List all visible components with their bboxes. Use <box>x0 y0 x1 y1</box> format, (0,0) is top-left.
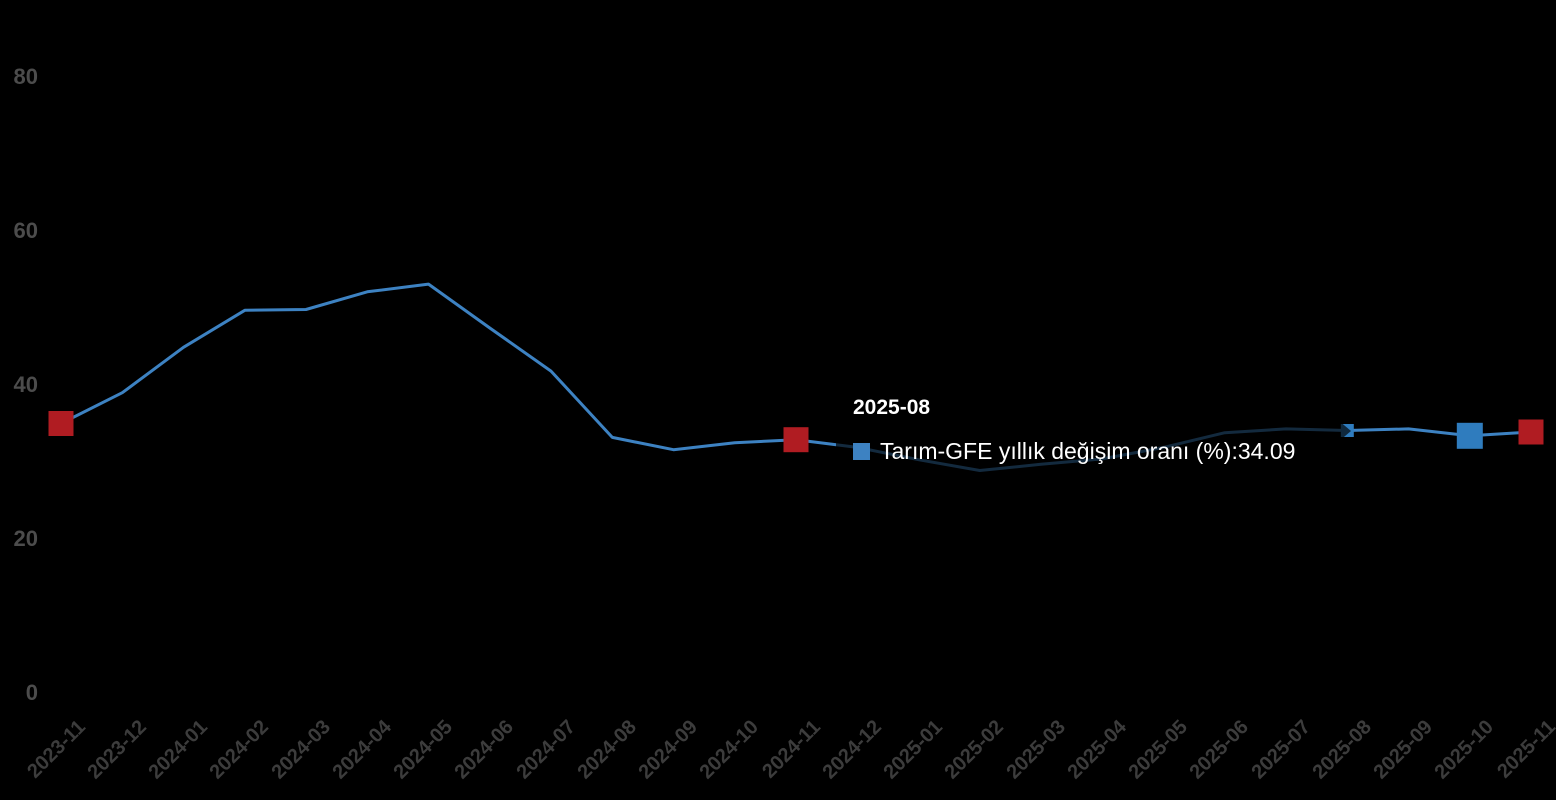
tooltip-separator: : <box>1231 438 1238 464</box>
tooltip-title: 2025-08 <box>853 396 931 419</box>
y-axis-label-0: 0 <box>25 680 38 705</box>
tooltip-series-label: Tarım-GFE yıllık değişim oranı (%) <box>880 438 1232 464</box>
tooltip-value: 34.09 <box>1237 438 1296 464</box>
y-axis-label-80: 80 <box>13 64 38 89</box>
series-marker-2024-11[interactable] <box>783 427 809 453</box>
tooltip-callout-arrow-icon <box>1338 420 1351 442</box>
y-axis-label-40: 40 <box>13 372 38 397</box>
y-axis-label-20: 20 <box>13 526 38 551</box>
series-marker-2023-11[interactable] <box>48 411 74 436</box>
tooltip: 2025-08 Tarım-GFE yıllık değişim oranı (… <box>836 388 1351 478</box>
series-marker-2025-10[interactable] <box>1456 422 1483 449</box>
y-axis-label-60: 60 <box>13 218 38 243</box>
series-marker-2025-11[interactable] <box>1518 419 1544 445</box>
tooltip-series-row: Tarım-GFE yıllık değişim oranı (%): 34.0… <box>853 438 1326 465</box>
series-legend-square-icon <box>853 443 870 460</box>
